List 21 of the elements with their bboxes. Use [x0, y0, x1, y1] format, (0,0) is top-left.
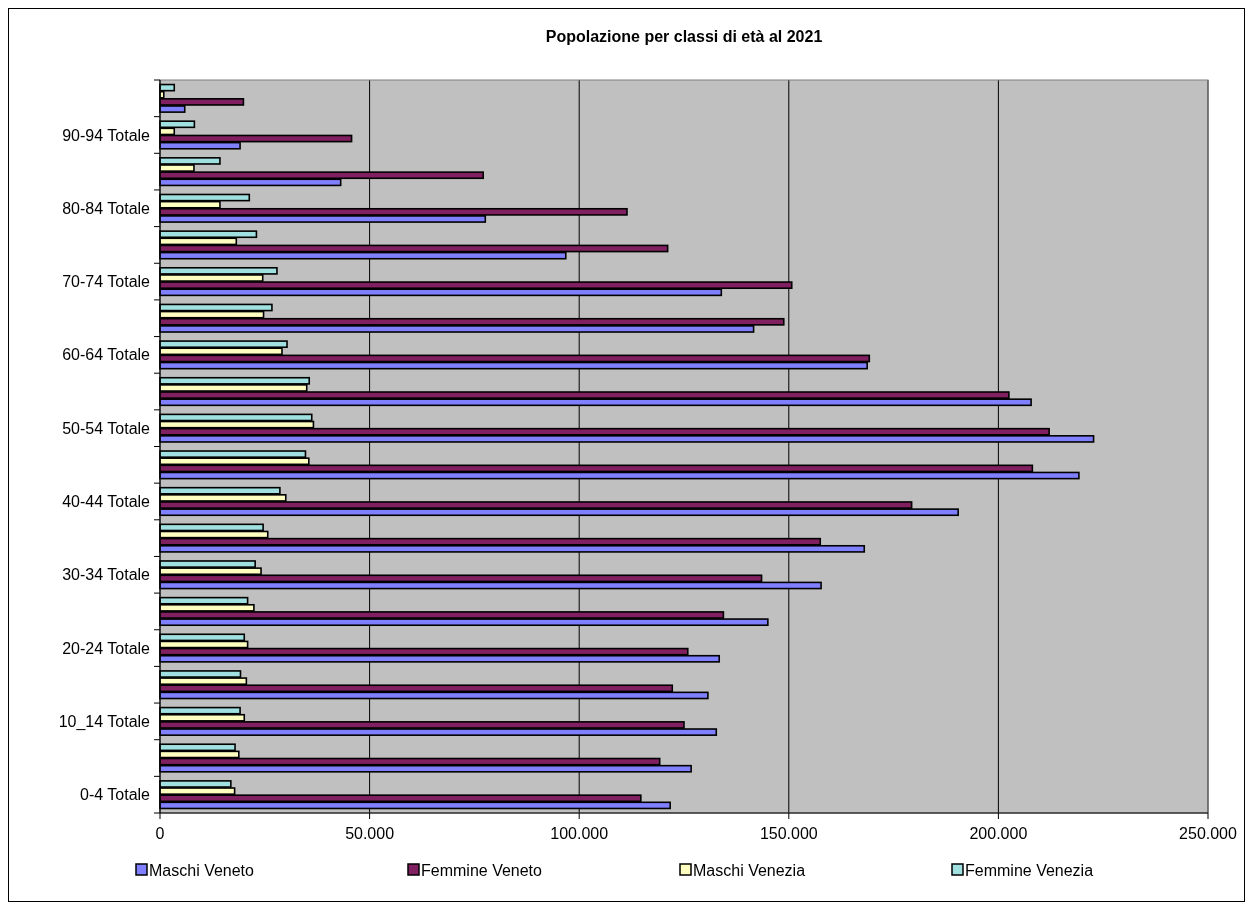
y-tick-label: 30-34 Totale: [62, 566, 151, 584]
legend-label: Femmine Veneto: [421, 861, 543, 879]
y-tick-label: 80-84 Totale: [62, 199, 151, 217]
y-tick-label: 60-64 Totale: [62, 346, 151, 364]
x-tick-label: 100.000: [550, 825, 609, 842]
x-tick-label: 150.000: [759, 825, 818, 842]
x-tick-label: 250.000: [1179, 825, 1238, 842]
x-tick-label: 0: [155, 825, 165, 842]
legend-label: Maschi Venezia: [693, 861, 806, 879]
y-tick-label: 70-74 Totale: [62, 273, 151, 291]
x-tick-label: 200.000: [969, 825, 1028, 842]
legend-label: Femmine Venezia: [965, 861, 1094, 879]
y-tick-label: 50-54 Totale: [62, 419, 151, 437]
chart-title: Popolazione per classi di età al 2021: [545, 28, 823, 45]
y-tick-label: 40-44 Totale: [62, 493, 151, 511]
y-tick-label: 90-94 Totale: [62, 126, 151, 144]
legend-label: Maschi Veneto: [149, 861, 255, 879]
y-tick-label: 0-4 Totale: [80, 786, 151, 804]
y-tick-label: 20-24 Totale: [62, 639, 151, 657]
x-tick-label: 50.000: [345, 825, 395, 842]
y-tick-label: 10_14 Totale: [58, 712, 151, 731]
